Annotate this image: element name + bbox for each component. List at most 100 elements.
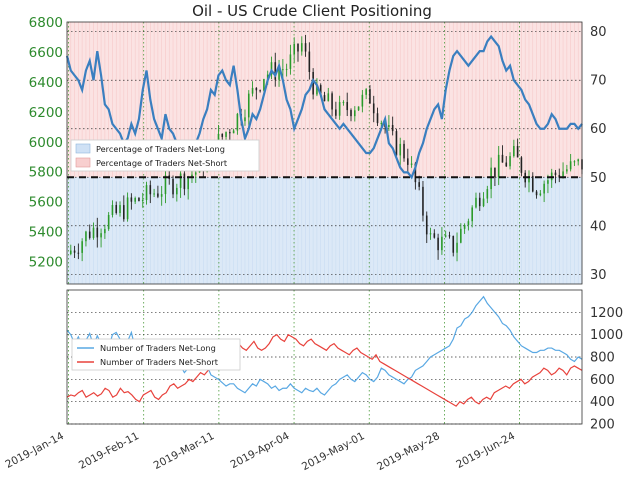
legend-label-long-count: Number of Traders Net-Long <box>100 343 216 353</box>
candle-body <box>172 178 174 195</box>
candle-body <box>539 193 542 196</box>
candle-body <box>263 79 265 91</box>
candle-body <box>361 94 364 107</box>
candle-body <box>221 133 224 137</box>
candle-body <box>554 172 557 176</box>
candle-body <box>422 186 424 216</box>
candle-body <box>376 113 379 124</box>
bottom-panel-frame <box>66 289 583 425</box>
candle-body <box>274 62 277 80</box>
legend-label-long: Percentage of Traders Net-Long <box>96 144 225 154</box>
left-tick-label: 6600 <box>29 45 63 61</box>
candle-body <box>138 197 140 201</box>
candle-body <box>266 74 269 80</box>
candle-body <box>391 125 394 132</box>
candle-body <box>407 158 409 165</box>
bottom-right-tick-label: 400 <box>590 395 615 410</box>
candle-body <box>342 102 345 104</box>
right-tick-label: 30 <box>590 268 607 283</box>
candle-body <box>562 171 564 178</box>
x-tick-label: 2019-Apr-04 <box>228 430 291 471</box>
candle-body <box>194 172 197 175</box>
candle-body <box>418 182 420 187</box>
candle-body <box>338 102 341 116</box>
candle-body <box>96 227 99 238</box>
candle-body <box>297 43 299 52</box>
candle-body <box>134 197 136 202</box>
candle-body <box>225 132 227 137</box>
candle-body <box>528 175 530 183</box>
right-tick-label: 80 <box>590 25 607 40</box>
candle-body <box>312 71 314 95</box>
candle-body <box>187 176 189 190</box>
candle-body <box>497 154 500 178</box>
candle-body <box>111 204 114 216</box>
candle-body <box>149 185 152 195</box>
candle-body <box>183 173 186 190</box>
candle-body <box>126 197 129 220</box>
legend-label-short-count: Number of Traders Net-Short <box>100 357 219 367</box>
legend-box <box>70 139 260 172</box>
candle-body <box>123 205 125 220</box>
x-tick-label: 2019-May-28 <box>375 430 442 473</box>
x-tick-label: 2019-Jan-14 <box>3 430 66 471</box>
x-tick-label: 2019-Feb-11 <box>77 430 141 472</box>
price-candles <box>69 34 583 262</box>
candle-body <box>403 143 405 159</box>
left-tick-label: 6000 <box>29 135 63 151</box>
bottom-right-tick-label: 200 <box>590 418 615 433</box>
candle-body <box>323 95 326 102</box>
candle-body <box>471 207 473 222</box>
legend-swatch-long <box>75 143 91 154</box>
candle-body <box>399 143 402 156</box>
right-tick-label: 50 <box>590 171 607 186</box>
candle-body <box>516 145 519 158</box>
candle-body <box>486 189 489 199</box>
candle-body <box>429 233 432 235</box>
candle-body <box>141 200 144 202</box>
candle-body <box>395 131 398 156</box>
candle-body <box>278 69 280 80</box>
candle-body <box>350 110 352 117</box>
candle-body <box>191 174 193 177</box>
bottom-right-tick-label: 800 <box>590 351 615 366</box>
candle-body <box>130 197 133 202</box>
candle-body <box>160 194 163 197</box>
candle-body <box>104 229 106 234</box>
candle-body <box>327 93 330 102</box>
left-tick-label: 5800 <box>29 165 63 181</box>
candle-body <box>176 187 178 195</box>
candle-body <box>289 54 292 69</box>
chart-title: Oil - US Crude Client Positioning <box>192 2 432 20</box>
candle-body <box>414 163 417 183</box>
candle-body <box>569 161 572 170</box>
candle-body <box>543 183 545 194</box>
candle-body <box>460 228 462 243</box>
left-tick-label: 5600 <box>29 195 63 211</box>
candle-body <box>505 162 508 167</box>
candle-body <box>547 180 549 184</box>
candle-body <box>353 110 356 117</box>
candle-body <box>331 93 333 110</box>
candle-body <box>433 233 436 238</box>
bottom-right-tick-label: 1000 <box>590 328 623 343</box>
candle-body <box>236 113 239 131</box>
candle-body <box>573 161 576 163</box>
legend-box-bottom <box>71 338 241 371</box>
candle-body <box>316 85 318 95</box>
candle-body <box>157 193 159 197</box>
candle-body <box>251 87 254 94</box>
candle-body <box>509 156 511 167</box>
candle-body <box>259 90 261 92</box>
legend-label-short: Percentage of Traders Net-Short <box>96 158 228 168</box>
candle-body <box>164 175 167 195</box>
candle-body <box>153 193 155 195</box>
candle-body <box>270 62 273 75</box>
candle-body <box>88 231 91 238</box>
candle-body <box>475 197 477 208</box>
candle-body <box>372 103 375 114</box>
candle-body <box>81 241 83 253</box>
bottom-right-tick-label: 600 <box>590 373 615 388</box>
candle-body <box>77 252 80 254</box>
